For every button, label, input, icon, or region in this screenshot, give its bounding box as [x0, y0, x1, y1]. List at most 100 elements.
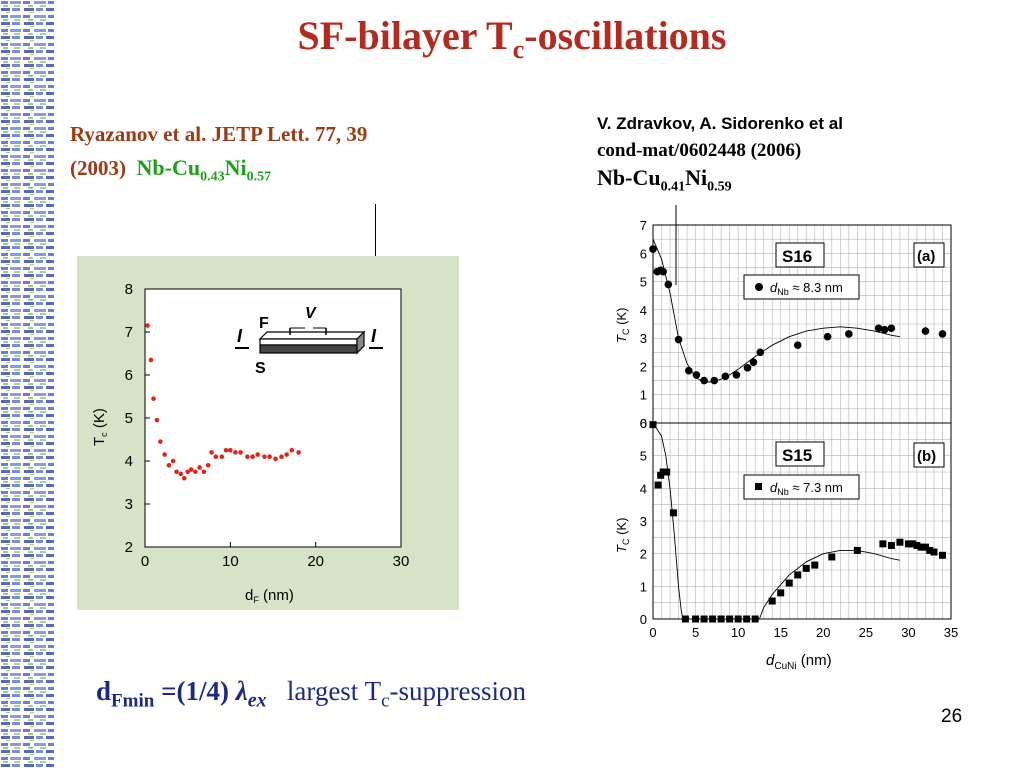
data-point — [874, 324, 883, 333]
data-point — [917, 543, 925, 551]
data-point — [692, 615, 700, 623]
data-point — [777, 589, 785, 597]
inset-label-s: S — [255, 360, 266, 377]
data-point — [233, 450, 238, 455]
data-point — [709, 615, 717, 623]
left-x-tick-label: 20 — [307, 553, 324, 570]
slide-title: SF-bilayer Tc-oscillations — [297, 13, 727, 64]
data-point — [238, 450, 243, 455]
data-point — [879, 540, 887, 548]
right-y-tick-label: 2 — [640, 547, 647, 562]
data-point — [823, 332, 832, 341]
data-point — [732, 371, 741, 379]
data-point — [166, 463, 172, 468]
data-point — [649, 245, 657, 253]
left-y-tick-label: 3 — [125, 496, 133, 513]
right-x-tick-label: 35 — [944, 625, 958, 640]
right-x-tick-label: 15 — [773, 625, 787, 640]
data-point — [659, 267, 668, 276]
panel-b-y-axis-label: TC (K) — [614, 518, 631, 553]
data-point — [913, 542, 921, 549]
inset-label-f: F — [259, 315, 269, 332]
right-x-tick-label: 30 — [901, 625, 915, 640]
data-point — [717, 615, 725, 623]
data-point — [279, 454, 284, 459]
left-y-tick-label: 7 — [125, 324, 133, 341]
right-y-tick-label: 6 — [640, 246, 647, 261]
reference-left: Ryazanov et al. JETP Lett. 77, 39 (2003)… — [70, 118, 367, 193]
data-point — [684, 366, 693, 375]
data-point — [255, 452, 260, 457]
data-point — [793, 341, 802, 350]
panel-a-label: (a) — [917, 248, 935, 265]
fit-curve — [758, 549, 900, 620]
data-point — [909, 540, 917, 548]
left-y-axis-label: Tc (K) — [91, 408, 109, 446]
reference-left-year: (2003) Nb-Cu0.43Ni0.57 — [70, 155, 272, 185]
data-point — [209, 450, 214, 455]
data-point — [921, 543, 929, 551]
reference-right-authors: V. Zdravkov, A. Sidorenko et al — [597, 114, 843, 133]
data-point — [749, 358, 758, 366]
data-point — [188, 467, 194, 472]
decorative-side-strip — [0, 0, 56, 768]
data-point — [245, 454, 250, 459]
right-x-tick-label: 10 — [731, 625, 745, 640]
data-point — [289, 447, 295, 453]
material-left: Nb-Cu0.43Ni0.57 — [136, 155, 272, 185]
left-y-tick-label: 4 — [125, 453, 133, 470]
right-y-tick-label: 5 — [640, 449, 647, 464]
inset-label-i-left: I — [237, 326, 243, 346]
right-y-tick-label: 1 — [640, 388, 647, 403]
inset-label-i-right: I — [371, 326, 377, 346]
data-point — [273, 456, 278, 462]
inset-label-v: V — [305, 305, 317, 322]
data-point — [154, 417, 160, 423]
data-point — [663, 468, 671, 476]
data-point — [921, 327, 930, 335]
right-y-tick-label: 4 — [640, 481, 647, 496]
panel-a-sample-label: S16 — [782, 247, 812, 266]
data-point — [223, 447, 229, 453]
reference-right-citation: cond-mat/0602448 (2006) — [597, 140, 802, 161]
data-point — [181, 475, 187, 481]
data-point — [178, 471, 184, 477]
panel-b-sample-label: S15 — [782, 446, 812, 465]
data-point — [743, 615, 751, 623]
data-point — [284, 452, 289, 457]
reference-right: V. Zdravkov, A. Sidorenko et al cond-mat… — [597, 110, 843, 200]
sample-schematic: F V S I I — [235, 305, 383, 377]
left-y-tick-label: 5 — [125, 410, 133, 427]
data-point — [794, 571, 802, 579]
data-point — [887, 324, 896, 333]
data-point — [756, 348, 765, 357]
right-y-tick-label: 6 — [640, 416, 647, 431]
data-point — [148, 357, 154, 363]
data-point — [228, 447, 233, 453]
fit-curve — [652, 238, 900, 383]
left-x-tick-label: 10 — [222, 553, 239, 570]
right-x-tick-label: 5 — [692, 625, 699, 640]
data-point — [151, 396, 156, 401]
right-x-tick-label: 25 — [859, 625, 873, 640]
data-point — [649, 421, 657, 429]
right-y-tick-label: 0 — [640, 612, 647, 627]
left-y-tick-label: 8 — [125, 281, 133, 298]
data-point — [664, 280, 673, 289]
data-point — [734, 615, 742, 623]
data-point — [802, 564, 810, 572]
data-point — [896, 538, 904, 546]
left-y-tick-label: 6 — [125, 367, 133, 384]
data-point — [726, 615, 734, 623]
slide-number: 26 — [941, 706, 963, 727]
right-x-tick-label: 20 — [816, 625, 830, 640]
material-right: Nb-Cu0.41Ni0.59 — [597, 165, 732, 195]
data-point — [938, 551, 946, 559]
data-point — [174, 469, 179, 475]
data-point — [185, 469, 190, 475]
right-y-tick-label: 2 — [640, 359, 647, 374]
right-y-tick-label: 1 — [640, 579, 647, 594]
data-point — [785, 579, 793, 587]
panel-a-legend: dNb ≈ 8.3 nm — [770, 280, 843, 297]
